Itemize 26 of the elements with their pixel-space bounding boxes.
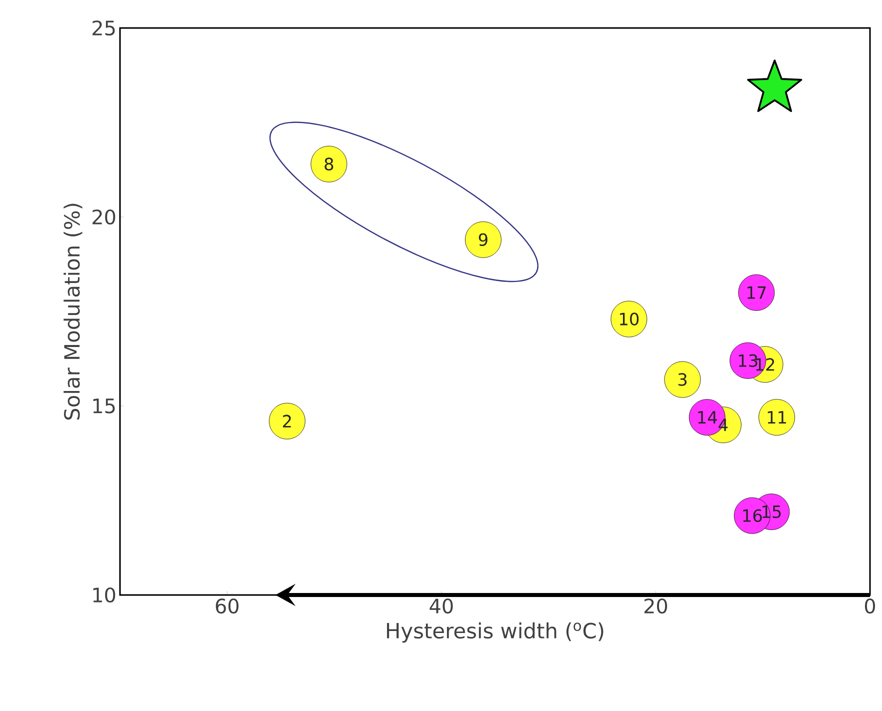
annotation: 14 <box>698 411 717 424</box>
annotation: 15 <box>762 506 781 518</box>
annotation: 4 <box>718 418 728 432</box>
y-tick-label: 10 <box>93 587 116 603</box>
x-axis-title: Hysteresis width ($^{o}$C) <box>387 622 604 643</box>
point <box>465 221 502 258</box>
annotation: 17 <box>748 286 766 299</box>
annotation: 16 <box>743 509 762 522</box>
annotation: 9 <box>478 233 488 246</box>
annotation: 10 <box>620 312 639 326</box>
annotation: 2 <box>282 414 291 428</box>
point <box>664 361 701 398</box>
x-tick-label: 40 <box>430 598 453 614</box>
y-axis-title: Solar Modulation (%) <box>64 204 82 420</box>
point <box>310 146 348 182</box>
annotation: 8 <box>324 158 334 170</box>
x-tick-label: 20 <box>644 598 668 614</box>
y-tick-label: 20 <box>92 209 116 225</box>
annotation: 13 <box>738 354 758 368</box>
annotation: 11 <box>768 411 786 424</box>
x-tick-label: 0 <box>864 598 876 614</box>
y-tick-label: 25 <box>92 20 115 36</box>
y-tick-label: 15 <box>93 398 115 414</box>
point <box>268 402 306 440</box>
annotation: 3 <box>678 373 687 386</box>
x-tick-label: 60 <box>216 598 238 614</box>
